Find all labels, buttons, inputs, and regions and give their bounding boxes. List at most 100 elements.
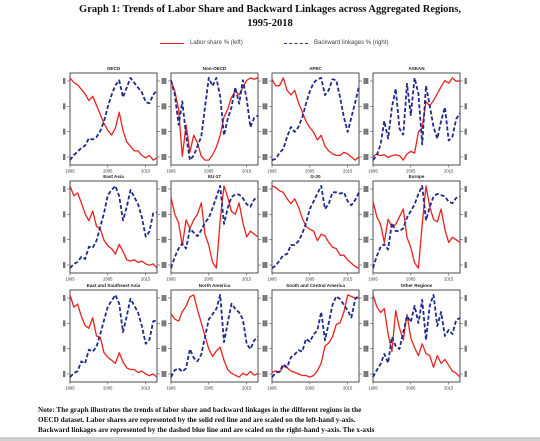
x-axis-tick-label: 2005 xyxy=(406,386,416,391)
right-axis-tick-label xyxy=(262,154,265,160)
x-axis-tick-label: 1995 xyxy=(166,277,176,282)
panel-6: EU-27 1995 2005 2015 xyxy=(164,174,265,282)
panel-2: Non-OECD 1995 2005 2015 xyxy=(164,66,265,174)
panel-title: North America xyxy=(199,283,231,288)
legend-item-labor-share: Labor share % (left) xyxy=(160,40,243,46)
x-axis-tick-label: 2005 xyxy=(103,386,113,391)
right-axis-tick-label xyxy=(363,295,366,301)
right-axis-tick-label xyxy=(464,295,467,301)
x-axis-tick-label: 2005 xyxy=(204,169,214,174)
right-axis-tick-label xyxy=(363,78,366,84)
panel-title: East and Southeast Asia xyxy=(87,283,141,288)
right-axis-tick-label xyxy=(262,186,265,192)
legend-item-backward-linkages: Backward linkages % (right) xyxy=(284,40,388,46)
x-axis-tick-label: 2005 xyxy=(204,277,214,282)
panel-frame xyxy=(69,180,158,274)
right-axis-tick-label xyxy=(161,262,164,268)
right-axis-tick-label xyxy=(363,154,366,160)
note-line-2: OECD dataset. Labor shares are represent… xyxy=(38,416,356,424)
x-axis-tick-label: 2005 xyxy=(204,386,214,391)
panel-title: EU-27 xyxy=(208,174,221,179)
left-axis-tick-label xyxy=(265,371,268,377)
note-line-1: Note: The graph illustrates the trends o… xyxy=(38,406,362,414)
left-axis-tick-label xyxy=(63,371,66,377)
x-axis-tick-label: 2015 xyxy=(444,169,454,174)
left-axis-tick-label xyxy=(265,78,268,84)
right-axis-tick-label xyxy=(262,371,265,377)
right-axis-tick-label xyxy=(464,320,467,327)
right-axis-tick-label xyxy=(161,154,164,160)
panel-frame xyxy=(271,180,360,274)
right-axis-tick-label xyxy=(464,128,467,135)
left-axis-tick-label xyxy=(366,186,369,192)
right-axis-tick-label xyxy=(363,371,366,377)
series-line-labor-share xyxy=(372,294,461,378)
x-axis-tick-label: 2015 xyxy=(141,169,151,174)
right-axis-tick-label xyxy=(363,320,366,327)
x-axis-tick-label: 2005 xyxy=(406,277,416,282)
left-axis-tick-label xyxy=(366,236,369,243)
page-bottom-rule xyxy=(0,437,540,441)
panel-title: OECD xyxy=(107,66,121,71)
right-axis-tick-label xyxy=(464,262,467,268)
series-line-labor-share xyxy=(271,185,360,269)
left-axis-tick-label xyxy=(265,103,268,110)
panel-title: Europe xyxy=(409,174,425,179)
left-axis-tick-label xyxy=(265,320,268,327)
panel-9: East and Southeast Asia 1995 2005 2015 xyxy=(63,283,164,391)
panel-frame xyxy=(69,72,158,166)
left-axis-tick-label xyxy=(164,186,167,192)
right-axis-tick-label xyxy=(464,236,467,243)
x-axis-tick-label: 2005 xyxy=(305,277,315,282)
right-axis-tick-label xyxy=(464,211,467,218)
panel-frame xyxy=(372,72,461,166)
right-axis-tick-label xyxy=(262,103,265,110)
panel-frame xyxy=(372,289,461,383)
right-axis-tick-label xyxy=(262,345,265,352)
left-axis-tick-label xyxy=(63,128,66,135)
left-axis-tick-label xyxy=(164,262,167,268)
right-axis-tick-label xyxy=(363,211,366,218)
right-axis-tick-label xyxy=(363,345,366,352)
x-axis-tick-label: 1995 xyxy=(166,169,176,174)
right-axis-tick-label xyxy=(464,186,467,192)
left-axis-tick-label xyxy=(63,236,66,243)
right-axis-tick-label xyxy=(161,186,164,192)
series-line-labor-share xyxy=(69,294,158,378)
legend-label-labor-share: Labor share % (left) xyxy=(190,40,243,46)
left-axis-tick-label xyxy=(164,371,167,377)
right-axis-tick-label xyxy=(363,236,366,243)
x-axis-tick-label: 1995 xyxy=(65,386,75,391)
panel-title: East Asia xyxy=(103,174,124,179)
left-axis-tick-label xyxy=(265,262,268,268)
legend: Labor share % (left) Backward linkages %… xyxy=(150,40,410,52)
left-axis-tick-label xyxy=(366,78,369,84)
right-axis-tick-label xyxy=(161,128,164,135)
right-axis-tick-label xyxy=(161,236,164,243)
right-axis-tick-label xyxy=(363,186,366,192)
panel-frame xyxy=(271,289,360,383)
right-axis-tick-label xyxy=(161,295,164,301)
right-axis-tick-label xyxy=(262,236,265,243)
right-axis-tick-label xyxy=(262,262,265,268)
panel-1: OECD 1995 2005 2015 xyxy=(63,66,164,174)
x-axis-tick-label: 1995 xyxy=(267,169,277,174)
left-axis-tick-label xyxy=(366,320,369,327)
right-axis-tick-label xyxy=(262,295,265,301)
x-axis-tick-label: 1995 xyxy=(267,386,277,391)
left-axis-tick-label xyxy=(63,186,66,192)
right-axis-tick-label xyxy=(262,320,265,327)
x-axis-tick-label: 2005 xyxy=(406,169,416,174)
right-axis-tick-label xyxy=(161,320,164,327)
panel-8: Europe 1995 2005 2015 xyxy=(366,174,467,282)
right-axis-tick-label xyxy=(262,211,265,218)
left-axis-tick-label xyxy=(265,236,268,243)
panel-title: ASEAN xyxy=(408,66,425,71)
x-axis-tick-label: 2015 xyxy=(444,386,454,391)
x-axis-tick-label: 2015 xyxy=(242,169,252,174)
x-axis-tick-label: 1995 xyxy=(166,386,176,391)
right-axis-tick-label xyxy=(464,78,467,84)
panel-frame xyxy=(271,72,360,166)
panel-5: East Asia 1995 2005 2015 xyxy=(63,174,164,282)
